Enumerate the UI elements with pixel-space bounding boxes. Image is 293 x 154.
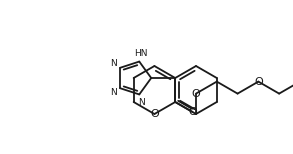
Text: O: O (192, 89, 200, 99)
Text: HN: HN (134, 49, 147, 59)
Text: N: N (110, 88, 117, 97)
Text: N: N (138, 97, 145, 107)
Text: O: O (254, 77, 263, 87)
Text: N: N (110, 59, 117, 68)
Text: O: O (150, 109, 159, 119)
Text: O: O (188, 107, 197, 117)
